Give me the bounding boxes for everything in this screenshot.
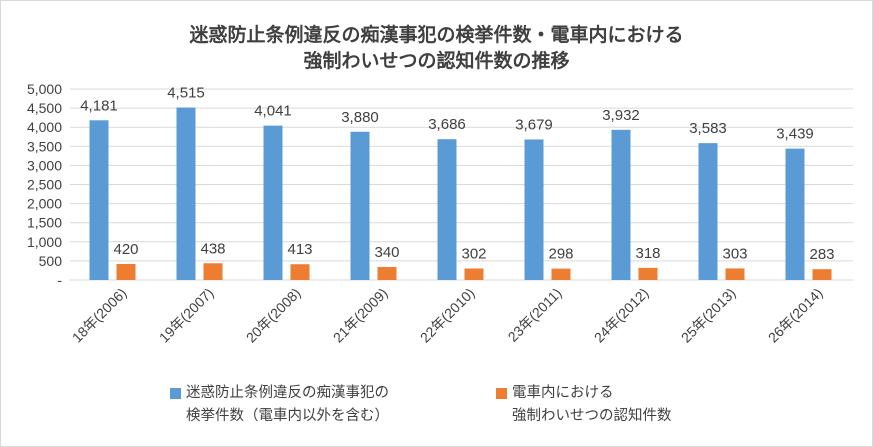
legend-item-arrests: 迷惑防止条例違反の痴漢事犯の 検挙件数（電車内以外を含む） bbox=[170, 382, 389, 428]
data-label: 420 bbox=[113, 241, 138, 258]
x-tick-label: 20年(2008) bbox=[243, 285, 304, 346]
y-tick-label: 5,000 bbox=[27, 81, 62, 97]
data-label: 4,041 bbox=[254, 103, 292, 120]
x-tick-label: 25年(2013) bbox=[678, 285, 739, 346]
data-label: 4,515 bbox=[167, 85, 205, 102]
data-label: 3,439 bbox=[776, 126, 814, 143]
bar-train-cases bbox=[638, 267, 658, 280]
data-label: 3,880 bbox=[341, 109, 379, 126]
y-tick-label: 2,000 bbox=[27, 196, 62, 212]
bar-train-cases bbox=[290, 264, 310, 280]
x-tick-label: 26年(2014) bbox=[765, 285, 826, 346]
chart-title-line-1: 迷惑防止条例違反の痴漢事犯の検挙件数・電車内における bbox=[189, 24, 684, 46]
data-label: 4,181 bbox=[80, 97, 118, 114]
y-tick-label: 1,000 bbox=[27, 234, 62, 250]
legend-label-line-2: 強制わいせつの認知件数 bbox=[512, 408, 672, 424]
x-tick-label: 18年(2006) bbox=[69, 285, 130, 346]
bar-arrests bbox=[785, 148, 805, 280]
data-label: 3,679 bbox=[515, 116, 553, 133]
data-label: 3,932 bbox=[602, 107, 640, 124]
y-tick-label: 3,000 bbox=[27, 157, 62, 173]
data-label: 302 bbox=[461, 245, 486, 262]
legend-label-line-1: 電車内における bbox=[512, 385, 614, 401]
data-label: 303 bbox=[722, 245, 747, 262]
data-label: 3,686 bbox=[428, 116, 466, 133]
bar-arrests bbox=[350, 131, 370, 280]
legend-swatch-orange bbox=[496, 388, 507, 399]
x-tick-label: 21年(2009) bbox=[330, 285, 391, 346]
x-tick-label: 19年(2007) bbox=[156, 285, 217, 346]
x-tick-label: 24年(2012) bbox=[591, 285, 652, 346]
y-tick-label: 3,500 bbox=[27, 138, 62, 154]
bar-train-cases bbox=[551, 268, 571, 280]
legend-label-line-1: 迷惑防止条例違反の痴漢事犯の bbox=[186, 385, 389, 401]
x-tick-label: 23年(2011) bbox=[505, 285, 565, 345]
legend-swatch-blue bbox=[170, 388, 181, 399]
data-label: 298 bbox=[548, 246, 573, 263]
bar-train-cases bbox=[203, 263, 223, 280]
y-tick-label: - bbox=[57, 272, 62, 288]
legend-label-line-2: 検挙件数（電車内以外を含む） bbox=[186, 408, 389, 424]
bar-arrests bbox=[524, 139, 544, 280]
x-tick-label: 22年(2010) bbox=[417, 285, 478, 346]
bar-train-cases bbox=[812, 269, 832, 280]
bar-train-cases bbox=[116, 263, 136, 280]
data-label: 318 bbox=[635, 245, 660, 262]
y-tick-label: 500 bbox=[39, 253, 63, 269]
bar-arrests bbox=[89, 120, 109, 280]
y-tick-label: 4,000 bbox=[27, 119, 62, 135]
bar-train-cases bbox=[464, 268, 484, 280]
bar-arrests bbox=[611, 129, 631, 280]
y-tick-label: 2,500 bbox=[27, 177, 62, 193]
legend-item-train-cases: 電車内における 強制わいせつの認知件数 bbox=[496, 382, 672, 428]
data-label: 340 bbox=[374, 244, 399, 261]
y-tick-label: 4,500 bbox=[27, 100, 62, 116]
bar-arrests bbox=[176, 107, 196, 280]
bar-arrests bbox=[698, 143, 718, 280]
bar-arrests bbox=[263, 125, 283, 281]
bar-arrests bbox=[437, 139, 457, 280]
data-label: 3,583 bbox=[689, 120, 727, 137]
y-tick-label: 1,500 bbox=[27, 215, 62, 231]
data-label: 283 bbox=[809, 246, 834, 263]
chart-title-line-2: 強制わいせつの認知件数の推移 bbox=[303, 50, 570, 72]
data-label: 438 bbox=[200, 240, 225, 257]
data-label: 413 bbox=[287, 241, 312, 258]
bar-train-cases bbox=[377, 267, 397, 280]
bar-train-cases bbox=[725, 268, 745, 280]
